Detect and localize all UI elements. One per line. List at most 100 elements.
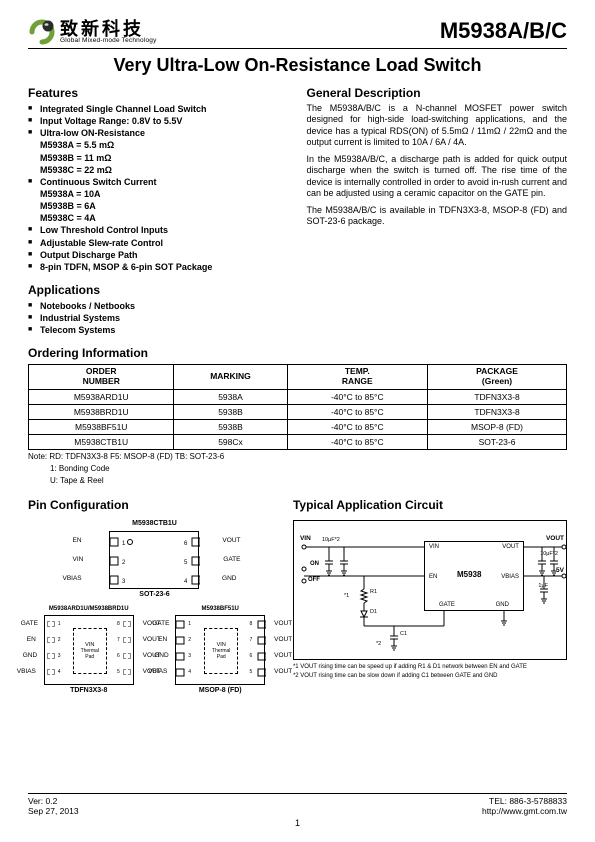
pin-gate: GATE xyxy=(223,556,240,563)
table-cell: TDFN3X3-8 xyxy=(428,404,567,419)
svg-text:5: 5 xyxy=(184,560,188,566)
thermal-pad: VIN ThermalPad xyxy=(73,628,107,674)
footer-rule xyxy=(28,793,567,794)
pin-vbias: VBIAS xyxy=(17,668,36,675)
pin-vbias: VBIAS xyxy=(62,575,81,582)
pin-vin: VIN xyxy=(72,556,83,563)
company-name-cn: 致新科技 xyxy=(60,20,157,38)
chip-pin-vout: VOUT xyxy=(502,544,519,550)
table-cell: MSOP-8 (FD) xyxy=(428,419,567,434)
table-cell: SOT-23-6 xyxy=(428,434,567,449)
tdfn-pkg-name: TDFN3X3-8 xyxy=(29,687,149,694)
svg-text:6: 6 xyxy=(184,541,188,547)
table-row: M5938BRD1U5938B-40°C to 85°CTDFN3X3-8 xyxy=(29,404,567,419)
vin-label: VIN xyxy=(300,535,311,542)
table-cell: -40°C to 85°C xyxy=(287,419,428,434)
pin-vout: VOUT xyxy=(274,668,292,675)
ordering-heading: Ordering Information xyxy=(28,346,567,360)
table-cell: 5938B xyxy=(174,419,287,434)
table-cell: M5938BF51U xyxy=(29,419,174,434)
footer-date: Sep 27, 2013 xyxy=(28,806,79,816)
ordering-note: Note: RD: TDFN3X3-8 F5: MSOP-8 (FD) TB: … xyxy=(28,452,567,462)
table-row: M5938CTB1U598Cx-40°C to 85°CSOT-23-6 xyxy=(29,434,567,449)
msop-chip-icon: VIN ThermalPad xyxy=(175,615,265,685)
feature-item: Low Threshold Control Inputs xyxy=(28,224,289,236)
current-sub: M5938C = 4A xyxy=(28,212,289,224)
footer-version: Ver: 0.2 xyxy=(28,796,57,806)
current-sub: M5938B = 6A xyxy=(28,200,289,212)
features-list: Integrated Single Channel Load Switch In… xyxy=(28,103,289,139)
chip-pin-en: EN xyxy=(429,574,437,580)
feature-item: Output Discharge Path xyxy=(28,249,289,261)
pin-en: EN xyxy=(158,636,167,643)
star2: *2 xyxy=(376,641,381,647)
ordering-note: 1: Bonding Code xyxy=(28,464,567,474)
chip-pin-gate: GATE xyxy=(439,602,455,608)
feature-item: Input Voltage Range: 0.8V to 5.5V xyxy=(28,115,289,127)
description-paragraph: In the M5938A/B/C, a discharge path is a… xyxy=(307,154,568,199)
table-cell: TDFN3X3-8 xyxy=(428,389,567,404)
sot-chip-icon: 1 2 3 6 5 4 xyxy=(109,531,199,589)
resistance-sub: M5938A = 5.5 mΩ xyxy=(28,139,289,151)
table-cell: -40°C to 85°C xyxy=(287,434,428,449)
feature-item: Adjustable Slew-rate Control xyxy=(28,237,289,249)
d1-label: D1 xyxy=(370,609,377,615)
pin-config-heading: Pin Configuration xyxy=(28,498,281,512)
features-heading: Features xyxy=(28,86,289,100)
resistance-sub: M5938B = 11 mΩ xyxy=(28,152,289,164)
col-order-number: ORDERNUMBER xyxy=(29,365,174,390)
sot-title: M5938CTB1U xyxy=(28,520,281,527)
svg-text:2: 2 xyxy=(122,560,126,566)
svg-text:1: 1 xyxy=(122,541,126,547)
features-list-2: Continuous Switch Current xyxy=(28,176,289,188)
feature-item: Continuous Switch Current xyxy=(28,176,289,188)
col-marking: MARKING xyxy=(174,365,287,390)
application-item: Industrial Systems xyxy=(28,312,289,324)
off-label: OFF xyxy=(308,577,320,583)
part-number: M5938A/B/C xyxy=(440,18,567,44)
description-paragraph: The M5938A/B/C is available in TDFN3X3-8… xyxy=(307,205,568,228)
ordering-section: Ordering Information ORDERNUMBER MARKING… xyxy=(28,346,567,486)
pin-en: EN xyxy=(72,537,81,544)
chip-label: M5938 xyxy=(457,570,481,579)
company-logo: 致新科技 Global Mixed-mode Technology xyxy=(28,18,157,46)
pin-vout: VOUT xyxy=(274,636,292,643)
pin-app-row: Pin Configuration M5938CTB1U 1 2 3 xyxy=(28,498,567,694)
app-chip-icon: M5938 VIN VOUT EN VBIAS GATE GND xyxy=(424,541,524,611)
pin-vout: VOUT xyxy=(222,537,240,544)
page-header: 致新科技 Global Mixed-mode Technology M5938A… xyxy=(28,18,567,46)
table-cell: 5938B xyxy=(174,404,287,419)
pin-gate: GATE xyxy=(152,620,169,627)
ordering-note: U: Tape & Reel xyxy=(28,476,567,486)
sot-pkg-name: SOT-23-6 xyxy=(28,591,281,598)
chip-pin-vbias: VBIAS xyxy=(501,574,519,580)
tdfn-chip-icon: VIN ThermalPad 1 2 3 4 8 7 6 xyxy=(44,615,134,685)
table-cell: M5938CTB1U xyxy=(29,434,174,449)
pin-vout: VOUT xyxy=(274,652,292,659)
on-label: ON xyxy=(310,561,319,567)
current-sub: M5938A = 10A xyxy=(28,188,289,200)
feature-item: Ultra-low ON-Resistance xyxy=(28,127,289,139)
chip-pin-gnd: GND xyxy=(496,602,509,608)
company-name-en: Global Mixed-mode Technology xyxy=(60,38,157,45)
document-title: Very Ultra-Low On-Resistance Load Switch xyxy=(28,55,567,76)
footer-url: http://www.gmt.com.tw xyxy=(482,806,567,816)
cap-out-label: 10μF*2 xyxy=(540,551,558,557)
table-cell: -40°C to 85°C xyxy=(287,404,428,419)
star1: *1 xyxy=(344,593,349,599)
description-paragraph: The M5938A/B/C is a N-channel MOSFET pow… xyxy=(307,103,568,148)
msop-title: M5938BF51U xyxy=(160,606,280,612)
header-rule xyxy=(28,48,567,49)
pin-gnd: GND xyxy=(222,575,236,582)
vout-label: VOUT xyxy=(546,535,564,542)
page-number: 1 xyxy=(28,818,567,828)
table-cell: M5938BRD1U xyxy=(29,404,174,419)
table-cell: M5938ARD1U xyxy=(29,389,174,404)
5v-label: 5V xyxy=(556,567,564,574)
col-package: PACKAGE(Green) xyxy=(428,365,567,390)
application-item: Telecom Systems xyxy=(28,324,289,336)
table-row: M5938ARD1U5938A-40°C to 85°CTDFN3X3-8 xyxy=(29,389,567,404)
pin-gate: GATE xyxy=(21,620,38,627)
table-row: M5938BF51U5938B-40°C to 85°CMSOP-8 (FD) xyxy=(29,419,567,434)
features-description-row: Features Integrated Single Channel Load … xyxy=(28,86,567,336)
